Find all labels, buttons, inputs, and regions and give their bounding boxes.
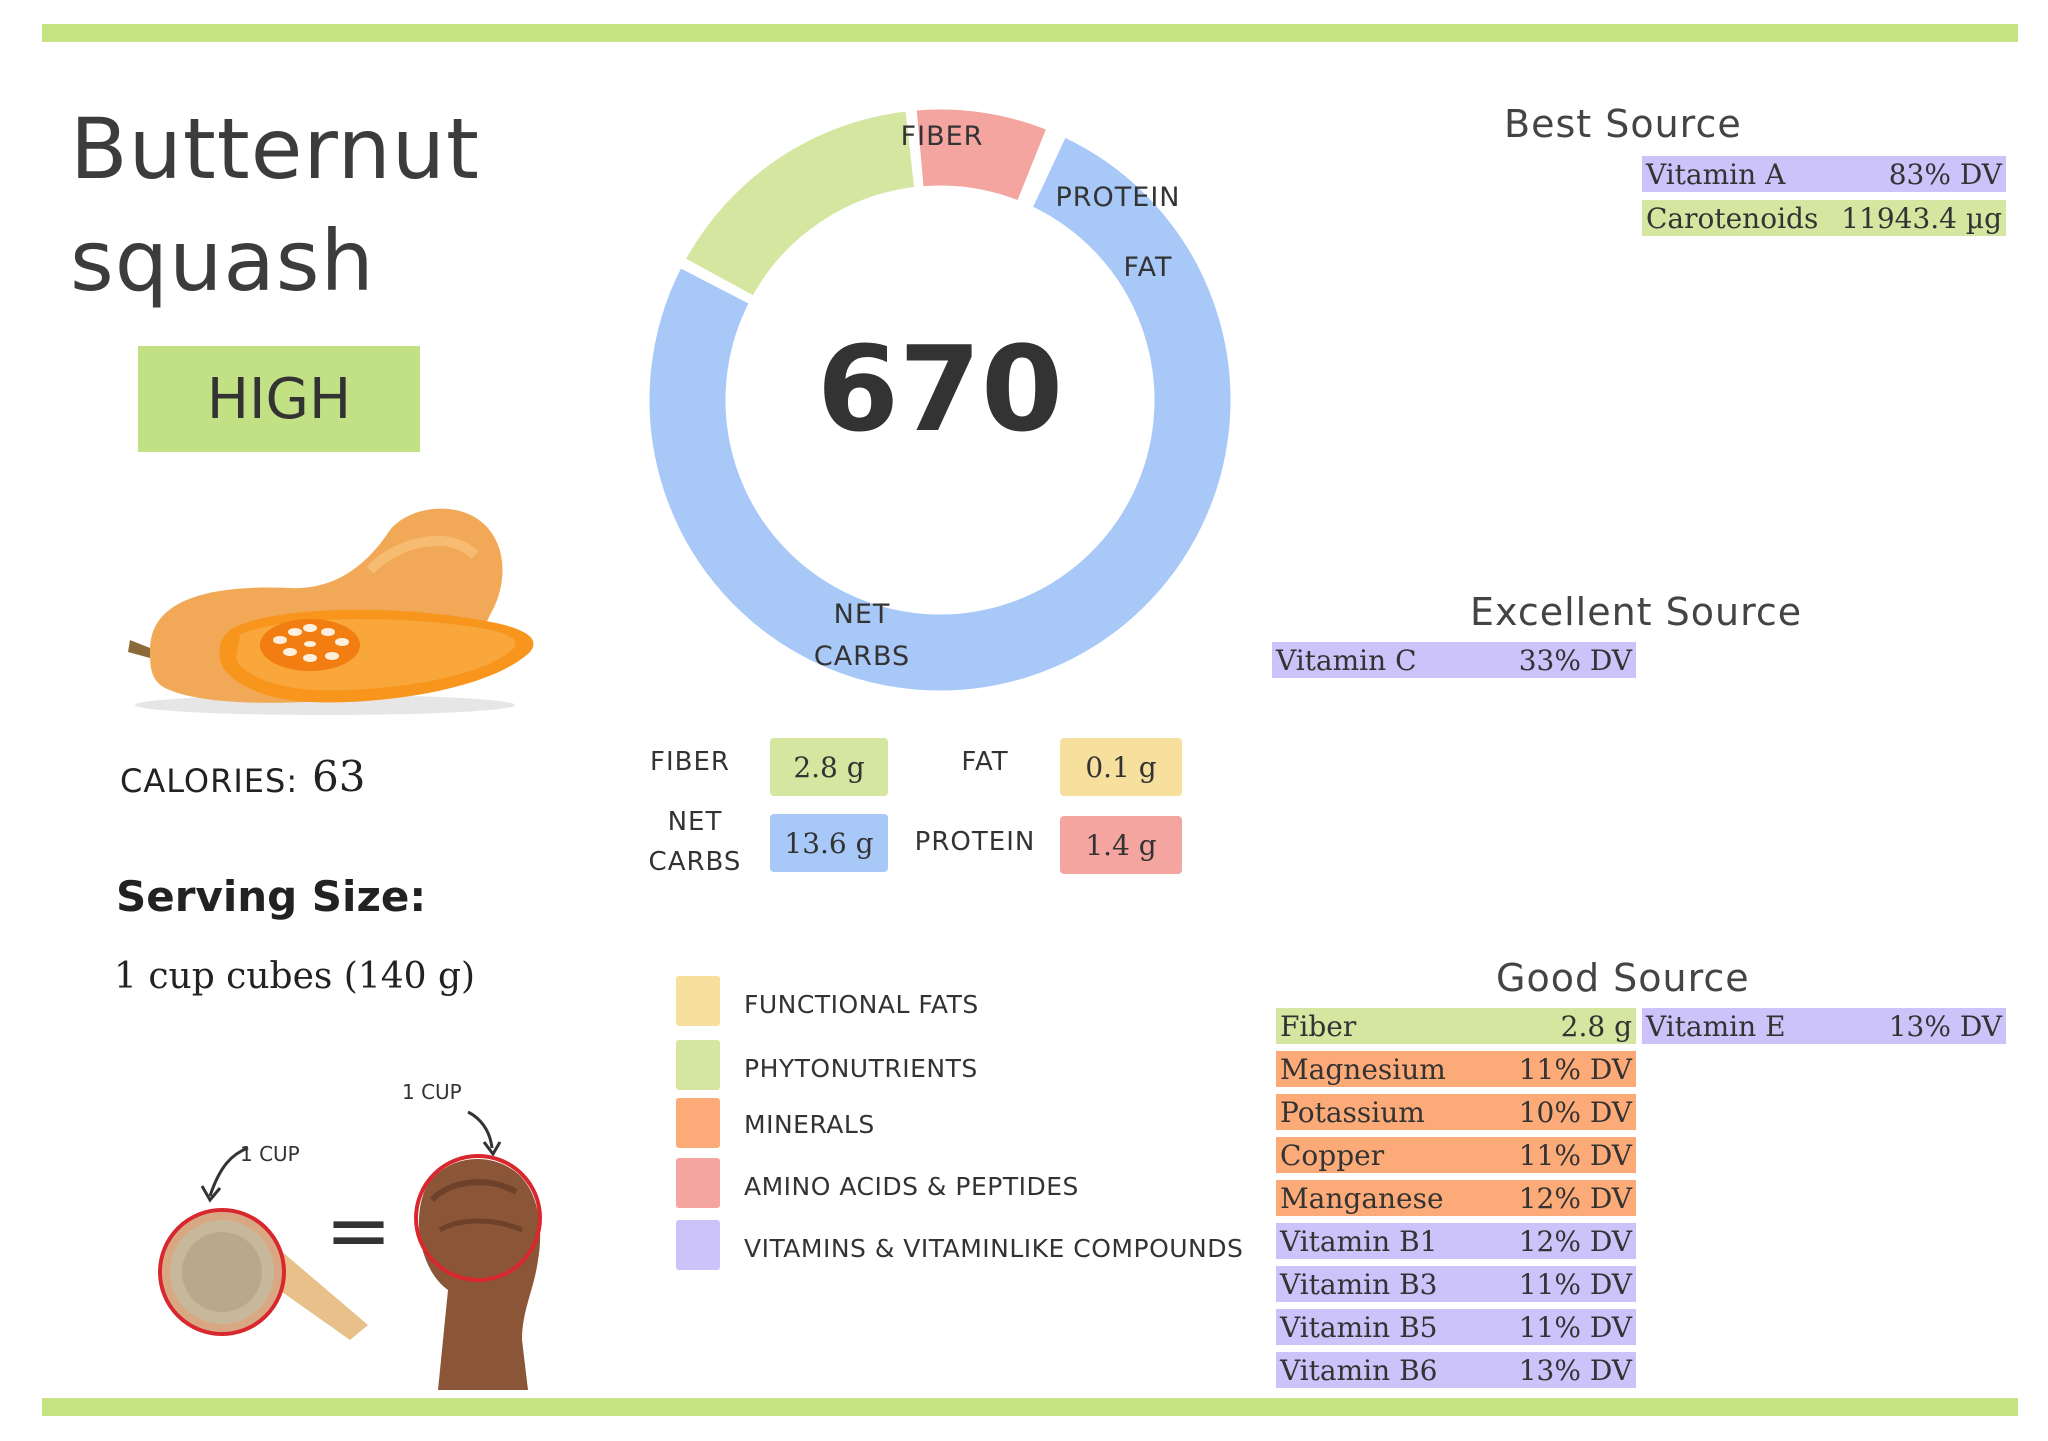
nutrient-name: Vitamin A (1646, 157, 1786, 191)
nutrient-name: Carotenoids (1646, 201, 1819, 235)
nutrient-value: 11% DV (1518, 1310, 1632, 1344)
legend-swatch-amino-acids (676, 1158, 720, 1208)
macro-fat-value: 0.1 g (1060, 738, 1182, 796)
nutrient-name: Vitamin B3 (1280, 1267, 1438, 1301)
excellent-source-title: Excellent Source (1470, 590, 1803, 634)
nutrient-value: 12% DV (1518, 1181, 1632, 1215)
good-source-title: Good Source (1496, 956, 1750, 1000)
legend-label-amino-acids: AMINO ACIDS & PEPTIDES (744, 1172, 1079, 1201)
good-source-row-vitamin-b5: Vitamin B5 11% DV (1276, 1309, 1636, 1345)
good-source-row-magnesium: Magnesium 11% DV (1276, 1051, 1636, 1087)
nutrient-name: Copper (1280, 1138, 1385, 1172)
best-source-title: Best Source (1504, 102, 1742, 146)
donut-segment-net-carbs (644, 131, 1236, 696)
macro-net-label: NET (667, 807, 723, 837)
nutrient-name: Vitamin C (1276, 643, 1417, 677)
donut-label-fat: FAT (1124, 252, 1173, 283)
donut-segment-fat (1019, 127, 1062, 210)
good-source-row-vitamin-b1: Vitamin B1 12% DV (1276, 1223, 1636, 1259)
food-name-line1: Butternut (70, 100, 480, 198)
level-badge: HIGH (138, 346, 420, 452)
nutrient-name: Potassium (1280, 1095, 1425, 1129)
nutrient-value: 11% DV (1518, 1138, 1632, 1172)
donut-label-net: NET (834, 599, 891, 630)
nutrient-value: 33% DV (1518, 643, 1632, 677)
good-source-row-fiber: Fiber 2.8 g (1276, 1008, 1636, 1044)
nutrient-value: 10% DV (1518, 1095, 1632, 1129)
macro-protein-value: 1.4 g (1060, 816, 1182, 874)
cup-label-left: 1 CUP (240, 1142, 300, 1166)
donut-segment-fiber (679, 106, 920, 302)
best-source-row-vitamin-a: Vitamin A 83% DV (1642, 156, 2006, 192)
bottom-rule (42, 1398, 2018, 1416)
calories-label: CALORIES: (120, 762, 299, 800)
food-name-line2: squash (70, 212, 375, 310)
good-source-row-vitamin-b6: Vitamin B6 13% DV (1276, 1352, 1636, 1388)
serving-size-value: 1 cup cubes (140 g) (114, 956, 476, 997)
good-source-row-vitamin-b3: Vitamin B3 11% DV (1276, 1266, 1636, 1302)
legend-label-phytonutrients: PHYTONUTRIENTS (744, 1054, 978, 1083)
nutrient-value: 11% DV (1518, 1052, 1632, 1086)
legend-swatch-minerals (676, 1098, 720, 1148)
legend-label-vitamins: VITAMINS & VITAMINLIKE COMPOUNDS (744, 1234, 1244, 1263)
nutrient-value: 13% DV (1888, 1009, 2002, 1043)
nutrient-value: 2.8 g (1560, 1009, 1632, 1043)
cup-label-right: 1 CUP (402, 1080, 462, 1104)
calories-value: 63 (312, 752, 366, 801)
nutrient-name: Vitamin B6 (1280, 1353, 1438, 1387)
legend-swatch-phytonutrients (676, 1040, 720, 1090)
donut-label-protein: PROTEIN (1055, 182, 1180, 213)
serving-size-title: Serving Size: (116, 872, 427, 921)
good-source-row-vitamin-e: Vitamin E 13% DV (1642, 1008, 2006, 1044)
good-source-row-potassium: Potassium 10% DV (1276, 1094, 1636, 1130)
nutrient-name: Manganese (1280, 1181, 1444, 1215)
excellent-source-row-vitamin-c: Vitamin C 33% DV (1272, 642, 1636, 678)
macro-donut-chart: 670 FIBER PROTEIN FAT NET CARBS (644, 104, 1236, 696)
nutrient-name: Vitamin B1 (1280, 1224, 1438, 1258)
nutrient-value: 13% DV (1518, 1353, 1632, 1387)
equals-sign: = (325, 1184, 392, 1277)
donut-label-carbs: CARBS (814, 641, 910, 672)
donut-segment-protein (911, 104, 1053, 207)
legend-label-minerals: MINERALS (744, 1110, 875, 1139)
macro-fiber-label: FIBER (650, 747, 730, 777)
macro-fat-label: FAT (961, 747, 1009, 777)
donut-segments (644, 104, 1236, 696)
nutrient-value: 12% DV (1518, 1224, 1632, 1258)
donut-label-fiber: FIBER (901, 121, 984, 152)
top-rule (42, 24, 2018, 42)
legend-swatch-vitamins (676, 1220, 720, 1270)
macro-net-carbs-value: 13.6 g (770, 814, 888, 872)
nutrient-name: Vitamin E (1646, 1009, 1786, 1043)
nutrient-name: Fiber (1280, 1009, 1357, 1043)
nutrient-value: 83% DV (1888, 157, 2002, 191)
good-source-row-manganese: Manganese 12% DV (1276, 1180, 1636, 1216)
donut-center-value: 670 (817, 320, 1063, 458)
nutrient-value: 11943.4 µg (1841, 201, 2002, 235)
legend-swatch-functional-fats (676, 976, 720, 1026)
macro-fiber-value: 2.8 g (770, 738, 888, 796)
nutrient-value: 11% DV (1518, 1267, 1632, 1301)
measuring-cup-fist-illustration: = (158, 1110, 542, 1390)
macro-protein-label: PROTEIN (914, 827, 1036, 857)
macro-carbs-label: CARBS (648, 847, 742, 877)
butternut-squash-image (128, 508, 534, 715)
best-source-row-carotenoids: Carotenoids 11943.4 µg (1642, 200, 2006, 236)
legend-label-functional-fats: FUNCTIONAL FATS (744, 990, 979, 1019)
nutrient-name: Magnesium (1280, 1052, 1446, 1086)
nutrient-name: Vitamin B5 (1280, 1310, 1438, 1344)
good-source-row-copper: Copper 11% DV (1276, 1137, 1636, 1173)
